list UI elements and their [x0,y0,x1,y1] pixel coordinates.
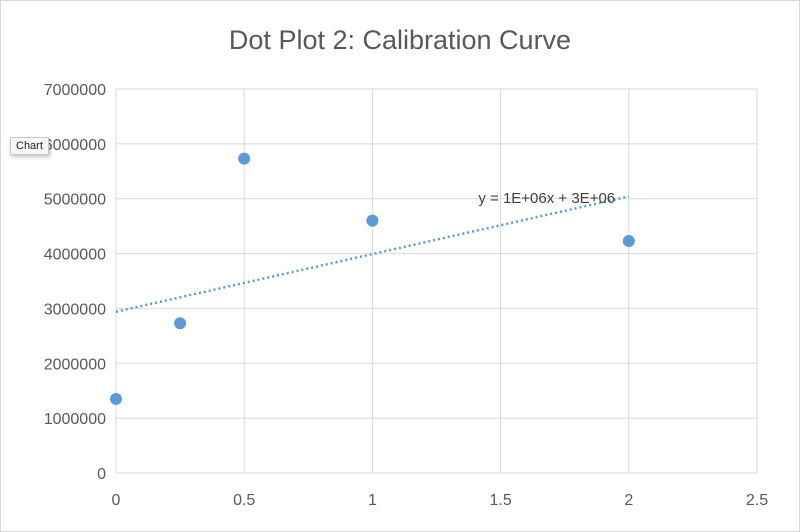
data-point [174,317,187,330]
data-points [110,152,635,405]
data-point [366,214,379,227]
chart-title: Dot Plot 2: Calibration Curve [229,25,571,55]
chart-tooltip: Chart [10,137,49,155]
x-tick-label: 1.5 [489,492,511,509]
y-tick-label: 0 [97,466,106,483]
x-tick-label: 0.5 [233,492,255,509]
x-tick-label: 0 [112,492,121,509]
x-tick-label: 2.5 [746,492,768,509]
y-tick-label: 5000000 [44,192,106,209]
data-point [238,152,251,165]
y-tick-label: 7000000 [44,82,106,99]
x-axis-ticks: 0 0.5 1 1.5 2 2.5 [112,492,769,509]
trendline-equation: y = 1E+06x + 3E+06 [478,190,615,207]
gridlines [115,88,758,474]
x-tick-label: 2 [624,492,633,509]
data-point [622,234,635,247]
y-tick-label: 1000000 [44,411,106,428]
y-tick-label: 4000000 [44,247,106,264]
y-tick-label: 2000000 [44,356,106,373]
y-tick-label: 6000000 [44,137,106,154]
data-point [110,392,122,405]
y-tick-label: 3000000 [44,301,106,318]
trendline-group: y = 1E+06x + 3E+06 [115,190,630,313]
y-axis-ticks: 0 1000000 2000000 3000000 4000000 5000000 6000… [44,82,106,483]
x-tick-label: 1 [368,492,377,509]
